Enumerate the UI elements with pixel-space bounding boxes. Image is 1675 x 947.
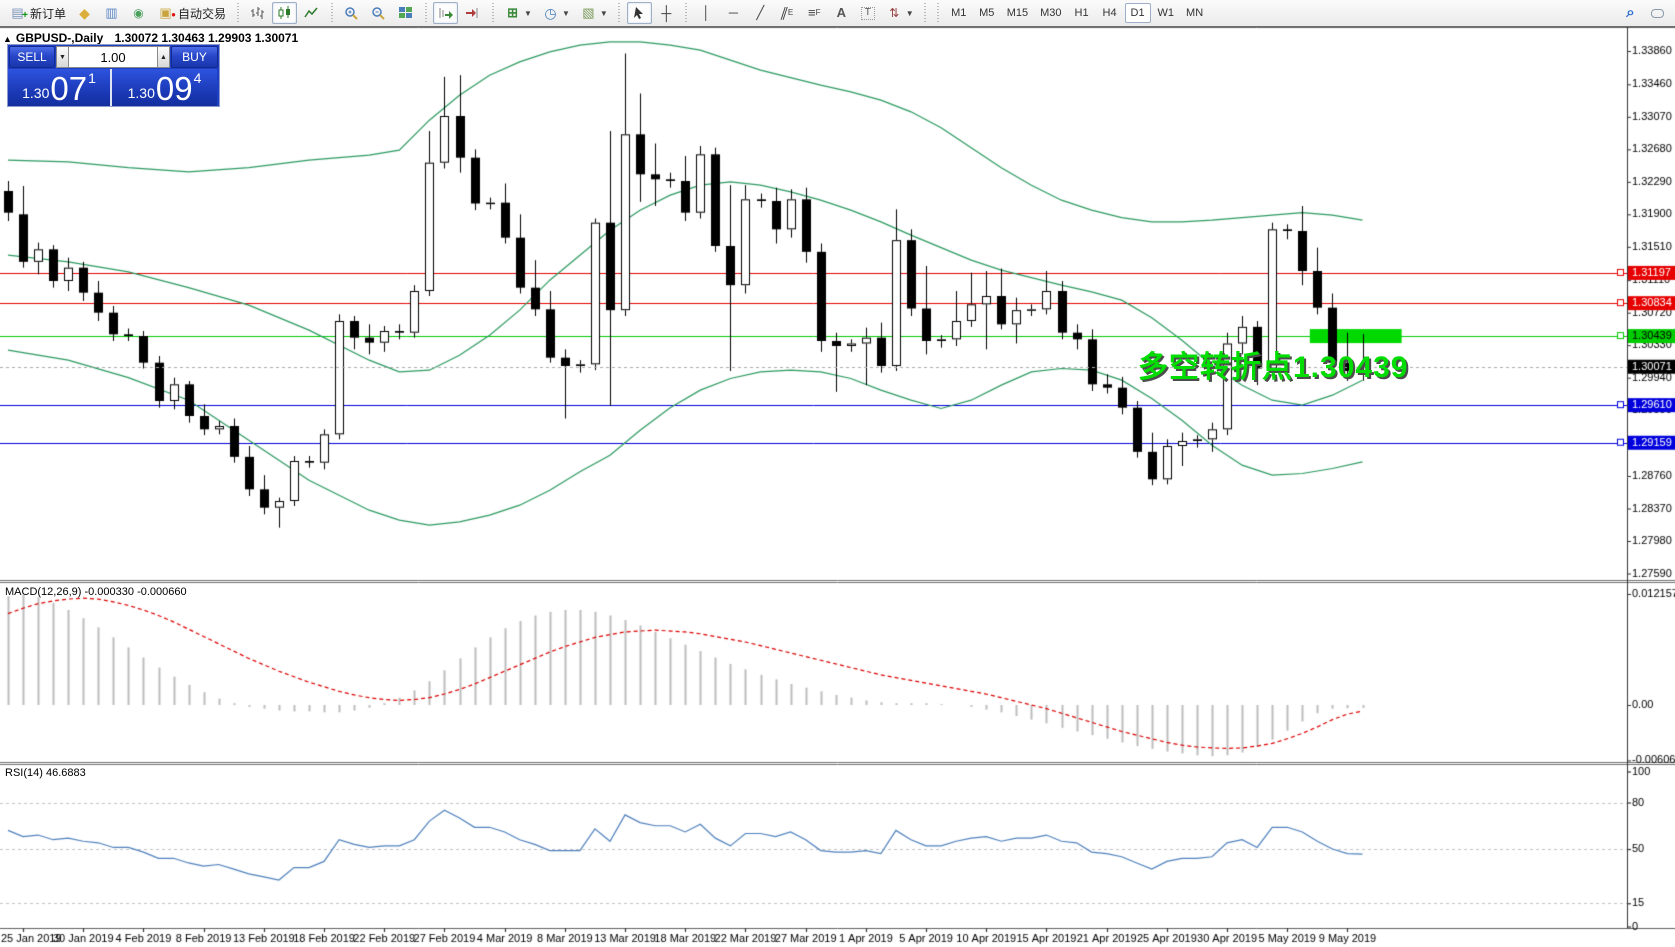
tile-windows-icon: [397, 5, 414, 21]
chat-button[interactable]: [1645, 2, 1670, 24]
signals-button[interactable]: ◉: [126, 2, 151, 24]
timeframe-m1-button[interactable]: M1: [951, 7, 967, 19]
line-chart-button[interactable]: [299, 2, 324, 24]
terminal-button[interactable]: ▥: [99, 2, 124, 24]
cursor-button[interactable]: [626, 2, 652, 24]
line-chart-icon: [303, 5, 320, 21]
candlestick-chart-button[interactable]: [272, 2, 298, 24]
search-button[interactable]: ⌕: [1626, 4, 1635, 21]
timeframe-d1-button[interactable]: D1: [1124, 3, 1151, 23]
trendline-button[interactable]: ╱: [748, 2, 773, 24]
channel-button[interactable]: ∥ E: [775, 2, 800, 24]
zoom-out-button[interactable]: [366, 2, 391, 24]
tile-windows-button[interactable]: [393, 2, 418, 24]
auto-scroll-icon: [437, 5, 454, 21]
timeframe-h1-button[interactable]: H1: [1074, 7, 1089, 19]
channel-icon: ∥ E: [779, 5, 794, 20]
sell-price-small: 1.30: [22, 85, 50, 101]
buy-price-display[interactable]: 1.30 09 4: [112, 69, 217, 106]
volume-input[interactable]: [69, 46, 157, 68]
metaeditor-button[interactable]: ◆: [72, 2, 97, 24]
trendline-icon: ╱: [756, 5, 765, 20]
timeframe-mn-button[interactable]: MN: [1186, 7, 1204, 19]
vertical-line-button[interactable]: │: [694, 2, 719, 24]
toolbar-separator: [422, 3, 430, 23]
buy-price-big: 09: [155, 70, 193, 107]
toolbar-separator: [489, 3, 497, 23]
volume-down-button[interactable]: ▼: [56, 46, 69, 68]
arrows-button[interactable]: ⇅ ▼: [882, 2, 918, 24]
candlestick-chart-icon: [276, 5, 293, 21]
sell-price-big: 07: [50, 70, 88, 107]
text-icon: A: [836, 5, 846, 20]
horizontal-line-button[interactable]: ─: [721, 2, 746, 24]
symbol-triangle-icon: ▲: [3, 34, 12, 44]
arrows-icon: ⇅: [889, 6, 900, 20]
price-chart-canvas[interactable]: [0, 27, 1675, 947]
sell-price-display[interactable]: 1.30 07 1: [8, 69, 112, 106]
text-label-icon: T: [860, 6, 875, 20]
buy-price-small: 1.30: [127, 85, 155, 101]
chart-shift-button[interactable]: [460, 2, 485, 24]
auto-scroll-button[interactable]: [433, 2, 459, 24]
timeframe-m5-button[interactable]: M5: [979, 7, 995, 19]
cursor-icon: [631, 5, 648, 21]
bar-chart-button[interactable]: [245, 2, 270, 24]
chart-annotation-text[interactable]: 多空转折点1.30439: [1138, 351, 1409, 384]
crosshair-button[interactable]: ┼: [654, 2, 679, 24]
fibonacci-button[interactable]: ≡ F: [802, 2, 827, 24]
terminal-icon: ▥: [105, 5, 118, 20]
macd-indicator-label: MACD(12,26,9) -0.000330 -0.000660: [5, 586, 187, 598]
templates-button[interactable]: ▧ ▼: [576, 2, 612, 24]
toolbar-grip: [934, 3, 942, 23]
zoom-in-button[interactable]: [339, 2, 364, 24]
timeframe-m15-button[interactable]: M15: [1006, 7, 1029, 19]
zoom-out-icon: [370, 5, 387, 21]
timeframe-h4-button[interactable]: H4: [1102, 7, 1117, 19]
autotrading-button[interactable]: ▣ ● 自动交易: [153, 2, 230, 24]
timeframe-m30-button[interactable]: M30: [1040, 7, 1062, 19]
new-order-icon: ▤ +: [11, 5, 28, 21]
signals-icon: ◉: [133, 6, 144, 20]
text-button[interactable]: A: [829, 2, 854, 24]
timeframe-w1-button[interactable]: W1: [1157, 7, 1175, 19]
buy-price-sup: 4: [193, 70, 202, 86]
symbol-period-label: GBPUSD-,Daily: [15, 31, 104, 45]
buy-button[interactable]: BUY: [171, 46, 218, 68]
zoom-in-icon: [343, 5, 360, 21]
toolbar-separator: [921, 3, 929, 23]
autotrading-icon: ▣ ●: [159, 5, 177, 20]
templates-icon: ▧: [582, 5, 595, 20]
ohlc-values: 1.30072 1.30463 1.29903 1.30071: [114, 31, 299, 45]
indicators-button[interactable]: ⊞ ▼: [500, 2, 536, 24]
new-order-button[interactable]: ▤ + 新订单: [5, 2, 70, 24]
main-toolbar: ▤ + 新订单 ◆ ▥ ◉ ▣ ● 自动交易 ⊞ ▼ ◷ ▼ ▧ ▼ ┼ │ ─ ╱ ∥ E ≡ F A T ⇅ ▼ M1 M5 M15…: [0, 0, 1675, 27]
text-label-button[interactable]: T: [856, 2, 880, 24]
toolbar-separator: [234, 3, 242, 23]
fibonacci-icon: ≡ F: [808, 5, 821, 20]
timeframe-toolbar: M1 M5 M15 M30 H1 H4 D1 W1 MN: [945, 3, 1209, 23]
clock-icon: ◷: [544, 5, 557, 21]
chart-shift-icon: [464, 5, 481, 21]
toolbar-separator: [328, 3, 336, 23]
sell-price-sup: 1: [88, 70, 96, 86]
rsi-indicator-label: RSI(14) 46.6883: [5, 767, 86, 779]
periods-button[interactable]: ◷ ▼: [538, 2, 574, 24]
sell-button[interactable]: SELL: [9, 46, 55, 68]
bar-chart-icon: [249, 5, 266, 21]
crosshair-icon: ┼: [661, 5, 672, 21]
toolbar-separator: [682, 3, 690, 23]
chart-ohlc-header: ▲ GBPUSD-,Daily 1.30072 1.30463 1.29903 1…: [3, 31, 298, 45]
toolbar-separator: [615, 3, 623, 23]
volume-up-button[interactable]: ▲: [157, 46, 170, 68]
indicators-icon: ⊞: [507, 5, 518, 20]
one-click-trading-panel: SELL ▼ ▲ BUY 1.30 07 1 1.30 09 4: [8, 45, 219, 106]
metaeditor-icon: ◆: [79, 5, 90, 21]
horizontal-line-icon: ─: [728, 5, 738, 20]
vertical-line-icon: │: [702, 5, 711, 20]
